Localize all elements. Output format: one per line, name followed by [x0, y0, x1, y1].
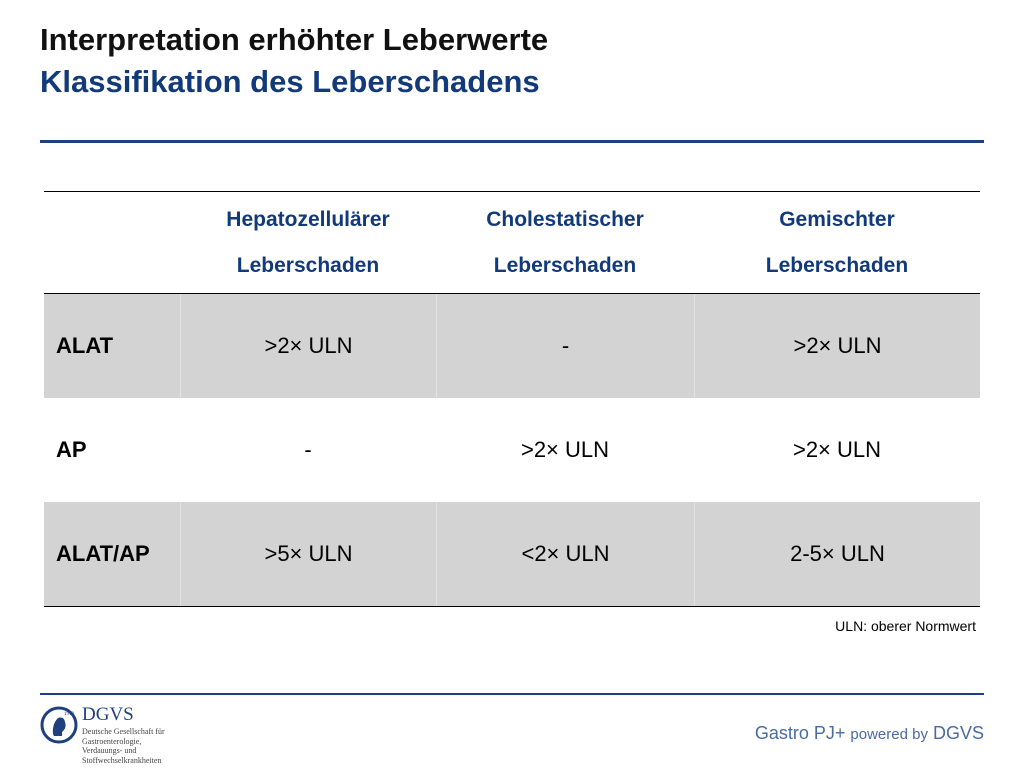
table-cell: >2× ULN — [520, 437, 610, 462]
header-line: Gemischter — [779, 207, 895, 231]
table-cell: >5× ULN — [180, 502, 436, 606]
table-cell: 2-5× ULN — [694, 502, 980, 606]
header-mixed: Gemischter Leberschaden — [694, 192, 980, 293]
logo-name: DGVS — [82, 704, 134, 725]
footer-divider — [40, 693, 984, 695]
logo-year: 1913 — [64, 712, 75, 717]
dgvs-logo: 1913 DGVS Deutsche Gesellschaft für Gast… — [40, 704, 192, 765]
row-label: ALAT — [44, 294, 180, 398]
slide-subtitle: Klassifikation des Leberschadens — [40, 64, 540, 99]
table-header-row: Hepatozellulärer Leberschaden Cholestati… — [44, 192, 980, 294]
header-line: Leberschaden — [765, 253, 909, 277]
title-divider — [40, 140, 984, 143]
slide-title: Interpretation erhöhter Leberwerte — [40, 22, 549, 57]
header-empty-cell — [44, 192, 180, 293]
row-label: AP — [56, 437, 87, 462]
branding-org: DGVS — [932, 723, 984, 743]
header-hepatocellular: Hepatozellulärer Leberschaden — [180, 192, 436, 293]
table-cell: <2× ULN — [436, 502, 694, 606]
footer-branding: Gastro PJ+ powered by DGVS — [755, 723, 984, 744]
table-cell: >2× ULN — [180, 294, 436, 398]
table-cell: - — [304, 437, 312, 462]
logo-subtitle-line: Deutsche Gesellschaft für — [82, 727, 165, 736]
branding-product: Gastro PJ+ — [754, 723, 846, 743]
row-label: ALAT/AP — [44, 502, 180, 606]
logo-subtitle: Deutsche Gesellschaft für Gastroenterolo… — [82, 727, 192, 765]
header-line: Leberschaden — [493, 253, 637, 277]
table-cell: - — [436, 294, 694, 398]
table-row-alat: ALAT >2× ULN - >2× ULN — [44, 294, 980, 398]
logo-subtitle-line: Verdauungs- und — [82, 746, 137, 755]
header-line: Cholestatischer — [486, 207, 644, 231]
branding-powered-by: powered by — [850, 726, 928, 743]
logo-subtitle-line: Stoffwechselkrankheiten — [82, 755, 162, 765]
header-line: Leberschaden — [236, 253, 380, 277]
table-cell: >2× ULN — [694, 294, 980, 398]
table-row-alat-ap: ALAT/AP >5× ULN <2× ULN 2-5× ULN — [44, 502, 980, 606]
header-line: Hepatozellulärer — [226, 207, 390, 231]
dgvs-emblem-icon: 1913 — [40, 706, 78, 744]
header-cholestatic: Cholestatischer Leberschaden — [436, 192, 694, 293]
footnote: ULN: oberer Normwert — [835, 618, 976, 634]
table-row-ap: AP - >2× ULN >2× ULN — [44, 398, 980, 502]
classification-table: Hepatozellulärer Leberschaden Cholestati… — [44, 191, 980, 607]
table-cell: >2× ULN — [792, 437, 882, 462]
logo-subtitle-line: Gastroenterologie, — [82, 736, 142, 746]
